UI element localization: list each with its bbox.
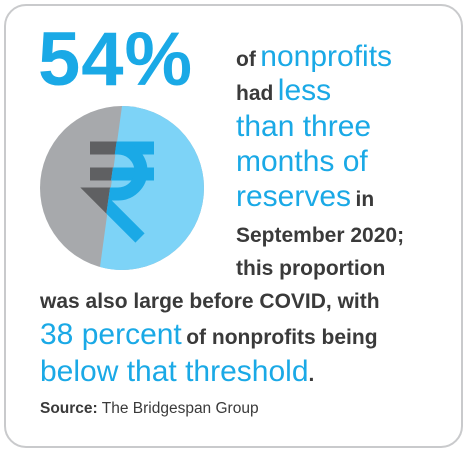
headline-stat: 54% <box>38 17 194 102</box>
reserves-pie-graphic <box>40 106 204 270</box>
source-text: The Bridgespan Group <box>101 400 259 417</box>
text-line-2: had less <box>236 74 332 107</box>
text-line-6: September 2020; <box>236 224 405 247</box>
source-note: Source: The Bridgespan Group <box>40 400 259 418</box>
text-line-8: was also large before COVID, with <box>40 290 380 313</box>
text-line-4: months of <box>236 145 368 178</box>
text-line-7: this proportion <box>236 257 386 280</box>
source-label: Source: <box>40 400 98 417</box>
text-line-3: than three <box>236 110 372 143</box>
text-line-9: 38 percent of nonprofits being <box>40 318 378 351</box>
text-line-10: below that threshold. <box>40 355 315 388</box>
text-line-5: reserves in <box>236 180 375 213</box>
text-line-1: of nonprofits <box>236 40 393 73</box>
rupee-icon <box>80 141 154 243</box>
